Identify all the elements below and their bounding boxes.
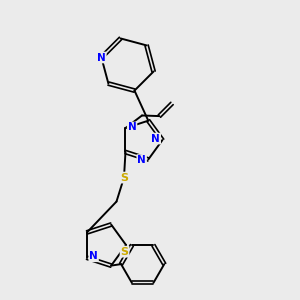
Text: N: N — [137, 155, 146, 165]
Text: N: N — [128, 122, 136, 133]
Text: N: N — [97, 52, 106, 62]
Text: S: S — [120, 172, 128, 183]
Text: N: N — [152, 134, 160, 144]
Text: N: N — [89, 251, 98, 261]
Text: S: S — [121, 247, 129, 257]
